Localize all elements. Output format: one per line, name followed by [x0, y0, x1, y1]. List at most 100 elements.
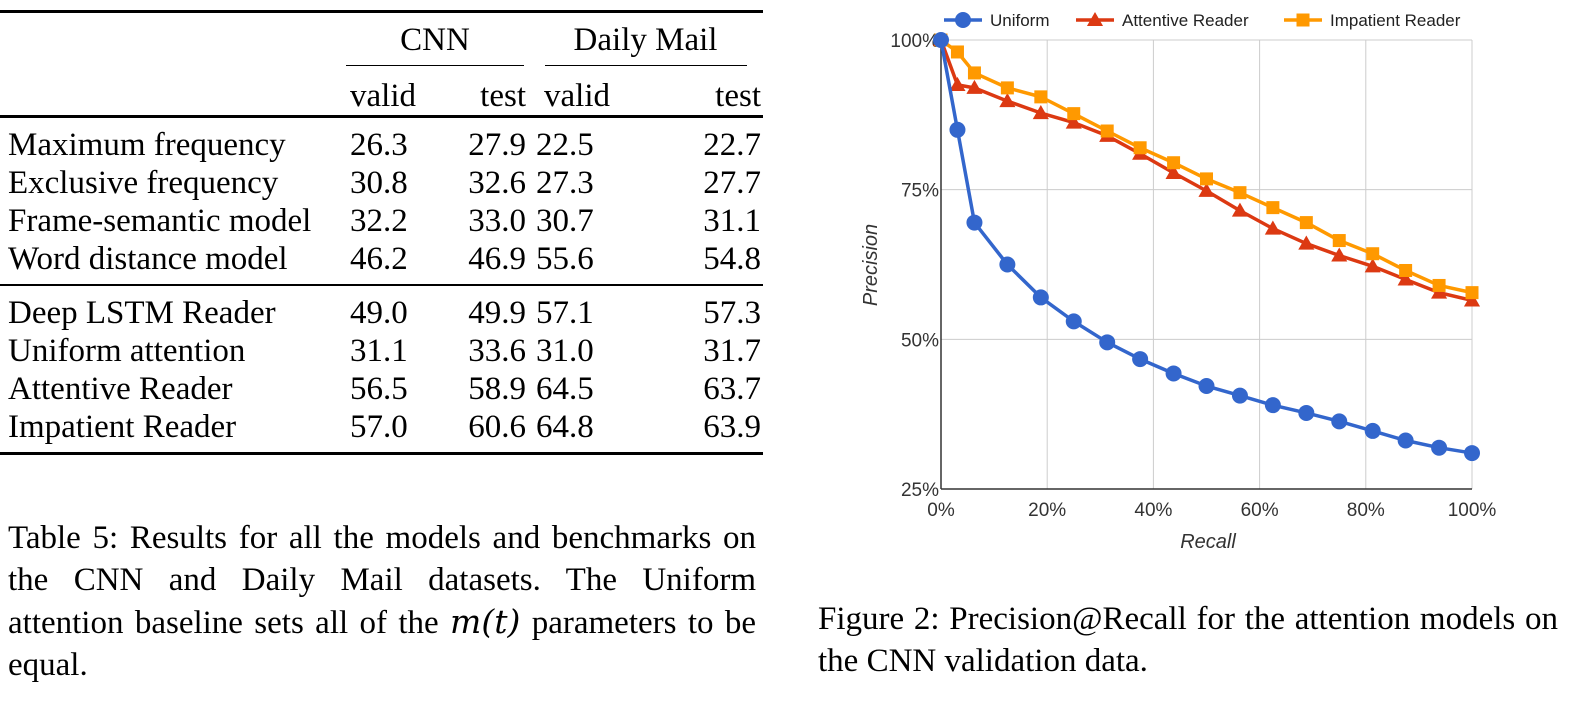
data-point [1463, 292, 1481, 307]
row-label: Deep LSTM Reader [8, 295, 276, 331]
table-cell: 57.1 [536, 295, 594, 331]
table-cell: 46.2 [350, 241, 408, 277]
data-point [967, 66, 981, 80]
data-point [1366, 247, 1380, 261]
table-cell: 32.6 [468, 165, 526, 201]
legend-item-attentive-reader: Attentive Reader [1076, 11, 1249, 30]
series-line [939, 39, 1473, 303]
table-cell: 22.7 [703, 127, 761, 163]
table-cell: 63.9 [703, 409, 761, 445]
data-point [933, 32, 949, 48]
table-row: Attentive Reader 56.5 58.9 64.5 63.7 [0, 370, 763, 408]
sub-header-cnn-test: test [480, 78, 526, 114]
data-point [1431, 439, 1448, 456]
table-cell: 55.6 [536, 241, 594, 277]
data-point [1432, 278, 1446, 292]
table-cell: 27.3 [536, 165, 594, 201]
data-point [949, 76, 966, 91]
chart-series [932, 31, 1481, 462]
data-point [1198, 182, 1215, 197]
table-cell: 31.0 [536, 333, 594, 369]
cnn-group-header: CNN [342, 12, 528, 78]
table-cell: 31.7 [703, 333, 761, 369]
legend-item-uniform: Uniform [944, 11, 1050, 30]
table-cell: 30.7 [536, 203, 594, 239]
data-point [1065, 114, 1082, 129]
row-label: Frame-semantic model [8, 203, 312, 239]
table-row: Uniform attention 31.1 33.6 31.0 31.7 [0, 332, 763, 370]
x-tick-label: 40% [1134, 500, 1172, 521]
table-body: Maximum frequency 26.3 27.9 22.5 22.7 Exclusi… [0, 116, 763, 454]
row-label: Uniform attention [8, 333, 246, 369]
data-point [1165, 365, 1182, 382]
legend-label: Attentive Reader [1122, 11, 1249, 30]
x-tick-label: 80% [1347, 500, 1385, 521]
data-point [1331, 413, 1348, 430]
results-table: CNN Daily Mail valid test valid test Max… [0, 10, 763, 455]
data-point [1299, 216, 1313, 230]
data-point [1099, 334, 1116, 351]
data-point [1065, 313, 1082, 330]
x-tick-label: 60% [1241, 500, 1279, 521]
table-cell: 46.9 [468, 241, 526, 277]
table-cell: 32.2 [350, 203, 408, 239]
x-axis-label: Recall [1180, 531, 1236, 553]
table-cell: 22.5 [536, 127, 594, 163]
dailymail-group-header: Daily Mail [528, 12, 763, 78]
data-point [1397, 432, 1414, 449]
y-tick-label: 25% [901, 480, 939, 501]
data-point [1264, 397, 1281, 414]
table-caption: Table 5: Results for all the models and … [8, 520, 756, 683]
sub-header-row: valid test valid test [0, 77, 763, 117]
data-point [1200, 172, 1213, 186]
x-tick-label: 20% [1028, 500, 1066, 521]
data-point [1399, 263, 1413, 277]
data-point [1034, 90, 1048, 104]
data-point [1100, 124, 1114, 138]
table-cell: 33.0 [468, 203, 526, 239]
row-label: Exclusive frequency [8, 165, 279, 201]
x-tick-label: 100% [1448, 500, 1497, 521]
table-row: Exclusive frequency 30.8 32.6 27.3 27.7 [0, 164, 763, 202]
precision-recall-chart: 0% 20% 40% 60% 80% 100% 25% 50% 75% 100% Uniform A… [860, 11, 1496, 553]
table-cell: 27.7 [703, 165, 761, 201]
table-cell: 64.8 [536, 409, 594, 445]
table-cell: 64.5 [536, 371, 594, 407]
data-point [1298, 235, 1315, 250]
table-cell: 57.3 [703, 295, 761, 331]
data-point [1364, 422, 1381, 439]
data-point [1167, 156, 1181, 170]
row-label: Impatient Reader [8, 409, 237, 445]
data-point [999, 256, 1016, 273]
y-tick-label: 50% [901, 330, 939, 351]
table-cell: 31.1 [350, 333, 408, 369]
table-cell: 57.0 [350, 409, 408, 445]
data-point [999, 93, 1016, 108]
chart-axes: 0% 20% 40% 60% 80% 100% 25% 50% 75% 100% [890, 31, 1496, 521]
series-impatient-reader [934, 33, 1479, 300]
table-cell: 54.8 [703, 241, 761, 277]
data-point [1231, 387, 1248, 404]
group-header-row: CNN Daily Mail [0, 11, 763, 78]
series-uniform [933, 32, 1480, 462]
legend-marker [955, 12, 971, 28]
table-row: Impatient Reader 57.0 60.6 64.8 63.9 [0, 408, 763, 454]
data-point [1465, 286, 1479, 300]
x-tick-label: 0% [927, 500, 955, 521]
data-point [1231, 202, 1249, 217]
table-row: Deep LSTM Reader 49.0 49.9 57.1 57.3 [0, 285, 763, 332]
data-point [1397, 271, 1414, 286]
table-row: Frame-semantic model 32.2 33.0 30.7 31.1 [0, 202, 763, 240]
data-point [949, 121, 966, 138]
table-cell: 27.9 [468, 127, 526, 163]
table-cell: 31.1 [703, 203, 761, 239]
row-label: Word distance model [8, 241, 288, 277]
data-point [1067, 107, 1081, 121]
data-point [1165, 164, 1182, 179]
sub-header-dm-test: test [715, 78, 761, 114]
y-tick-label: 75% [901, 181, 939, 202]
legend-item-impatient-reader: Impatient Reader [1284, 11, 1461, 30]
row-label: Maximum frequency [8, 127, 286, 163]
data-point [1132, 351, 1149, 368]
data-point [1464, 445, 1480, 462]
